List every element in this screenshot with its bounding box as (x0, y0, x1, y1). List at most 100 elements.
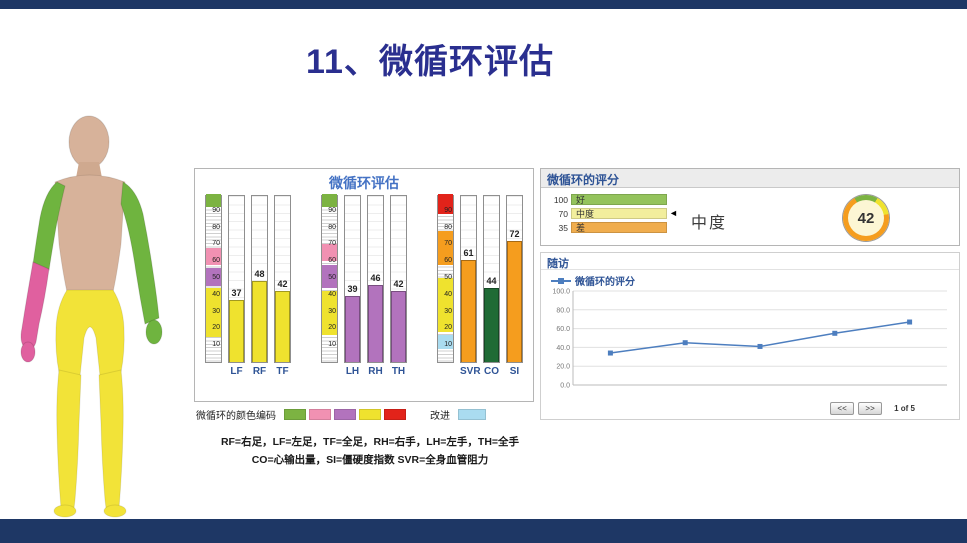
gauge-track: 48 (251, 195, 268, 363)
gauge-group: 10 20 30 40 50 60 70 80 90 39 LH 46 RH 42 TH (321, 194, 407, 378)
gauge-group: 10 20 30 40 50 60 70 80 90 37 LF 48 RF 42 TF (205, 194, 291, 378)
gauge-column: 48 RF (251, 195, 268, 378)
legend-swatch (284, 409, 306, 420)
score-band-row: 70 中度 ◄ (545, 207, 678, 220)
score-bands: 100 好 70 中度 ◄ 35 差 (545, 193, 678, 235)
axis-tick-label: 30 (444, 307, 452, 315)
gauge-label: TH (391, 366, 406, 377)
legend-swatch (334, 409, 356, 420)
axis-zone (438, 278, 453, 332)
gauge-track: 42 (390, 195, 407, 363)
gauge-bar-fill (275, 291, 290, 362)
body-left-leg (56, 369, 82, 509)
gauge-column: 37 LF (228, 195, 245, 378)
body-right-arm (120, 181, 160, 325)
score-band-row: 35 差 (545, 221, 678, 234)
axis-tick-label: 90 (444, 206, 452, 214)
gauge-bar-fill (252, 281, 267, 362)
gauge-axis-track: 10 20 30 40 50 60 70 80 90 (437, 194, 454, 363)
followup-legend-label: 微循环的评分 (575, 277, 635, 288)
axis-tick-label: 40 (444, 290, 452, 298)
axis-tick-label: 20 (212, 324, 220, 332)
body-head (68, 115, 110, 169)
improve-label: 改进 (430, 411, 450, 422)
axis-zone (322, 194, 337, 208)
gauge-label: CO (484, 366, 499, 377)
gauge-track: 44 (483, 195, 500, 363)
gauge-track: 37 (228, 195, 245, 363)
axis-zone (438, 335, 453, 349)
series-square-icon (558, 277, 564, 284)
gauge-axis: 10 20 30 40 50 60 70 80 90 (205, 194, 222, 378)
axis-tick-label: 60 (444, 257, 452, 265)
band-bar: 中度 (571, 208, 667, 219)
score-band-row: 100 好 (545, 193, 678, 206)
gauge-value: 46 (370, 272, 381, 283)
legend-swatch (309, 409, 331, 420)
gauge-value: 61 (463, 247, 474, 258)
prev-page-button[interactable]: << (830, 402, 855, 415)
followup-title: 随访 (541, 253, 959, 270)
band-pointer-icon: ◄ (669, 208, 678, 218)
gauge-bar-fill (391, 291, 406, 362)
gauge-label: LF (230, 366, 243, 377)
gauge-value: 44 (486, 276, 497, 287)
gauge-value: 42 (277, 279, 288, 290)
axis-zone (438, 194, 453, 215)
gauge-value: 37 (231, 287, 242, 298)
score-dial: 42 (843, 195, 889, 241)
gauge-bar-fill (229, 299, 244, 362)
footnote-line-2: CO=心输出量，SI=僵硬度指数 SVR=全身血管阻力 (251, 454, 489, 466)
gauge-bar-fill (345, 296, 360, 362)
svg-text:60.0: 60.0 (556, 326, 570, 333)
axis-tick-label: 50 (328, 274, 336, 281)
improve-swatch (458, 409, 486, 420)
gauge-value: 39 (347, 284, 358, 295)
gauge-value: 72 (509, 229, 520, 240)
axis-tick-label: 80 (444, 223, 452, 231)
axis-tick-label: 90 (212, 206, 220, 214)
axis-tick-label: 20 (328, 324, 336, 332)
body-hips (55, 289, 125, 377)
body-model-image (20, 115, 163, 518)
axis-tick-label: 70 (444, 240, 452, 248)
footnote-line-1: RF=右足，LF=左足，TF=全足，RH=右手，LH=左手，TH=全手 (220, 436, 520, 448)
body-right-leg (98, 369, 124, 509)
body-left-foot (53, 504, 77, 518)
score-panel: 微循环的评分 100 好 70 中度 ◄ 35 差 中度 42 (540, 168, 960, 246)
axis-tick-label: 60 (212, 257, 220, 265)
gauge-track: 61 (460, 195, 477, 363)
body-neck (76, 162, 102, 178)
gauge-label: RH (368, 366, 383, 377)
svg-text:40.0: 40.0 (556, 345, 570, 352)
gauge-label: LH (345, 366, 360, 377)
gauge-column: 42 TH (390, 195, 407, 378)
axis-zone (206, 194, 221, 208)
page-indicator: 1 of 5 (894, 404, 915, 413)
gauge-value: 42 (393, 279, 404, 290)
gauge-axis: 10 20 30 40 50 60 70 80 90 (437, 194, 454, 378)
legend-swatch (384, 409, 406, 420)
axis-tick-label: 10 (444, 341, 452, 349)
body-left-hand (20, 341, 36, 363)
band-bar: 好 (571, 194, 667, 205)
axis-tick-label: 20 (444, 324, 452, 332)
bar-panel-title: 微循环评估 (329, 175, 399, 191)
followup-panel: 随访 微循环的评分 0.0 20.0 40.0 60.0 80.0 100.0 << >>… (540, 252, 960, 420)
color-legend: 微循环的颜色编码 改进 (196, 407, 486, 422)
body-right-foot (103, 504, 127, 518)
axis-spacer (321, 363, 338, 378)
gauge-track: 42 (274, 195, 291, 363)
page-title: 11、微循环评估 (306, 43, 554, 81)
svg-text:0.0: 0.0 (560, 383, 570, 390)
next-page-button[interactable]: >> (858, 402, 883, 415)
body-torso (54, 174, 126, 293)
axis-tick-label: 10 (212, 341, 220, 349)
axis-zone (206, 288, 221, 337)
svg-text:20.0: 20.0 (556, 364, 570, 371)
svg-text:80.0: 80.0 (556, 307, 570, 314)
axis-zone (322, 264, 337, 289)
axis-zone (206, 247, 221, 265)
gauge-value: 48 (254, 269, 265, 280)
axis-tick-label: 80 (328, 223, 336, 231)
